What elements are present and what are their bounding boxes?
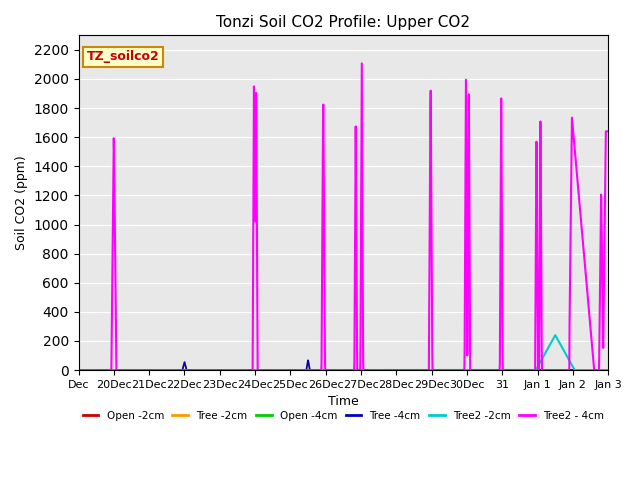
Title: Tonzi Soil CO2 Profile: Upper CO2: Tonzi Soil CO2 Profile: Upper CO2 bbox=[216, 15, 470, 30]
Y-axis label: Soil CO2 (ppm): Soil CO2 (ppm) bbox=[15, 156, 28, 250]
X-axis label: Time: Time bbox=[328, 396, 359, 408]
Text: TZ_soilco2: TZ_soilco2 bbox=[86, 50, 159, 63]
Legend: Open -2cm, Tree -2cm, Open -4cm, Tree -4cm, Tree2 -2cm, Tree2 - 4cm: Open -2cm, Tree -2cm, Open -4cm, Tree -4… bbox=[79, 407, 608, 425]
